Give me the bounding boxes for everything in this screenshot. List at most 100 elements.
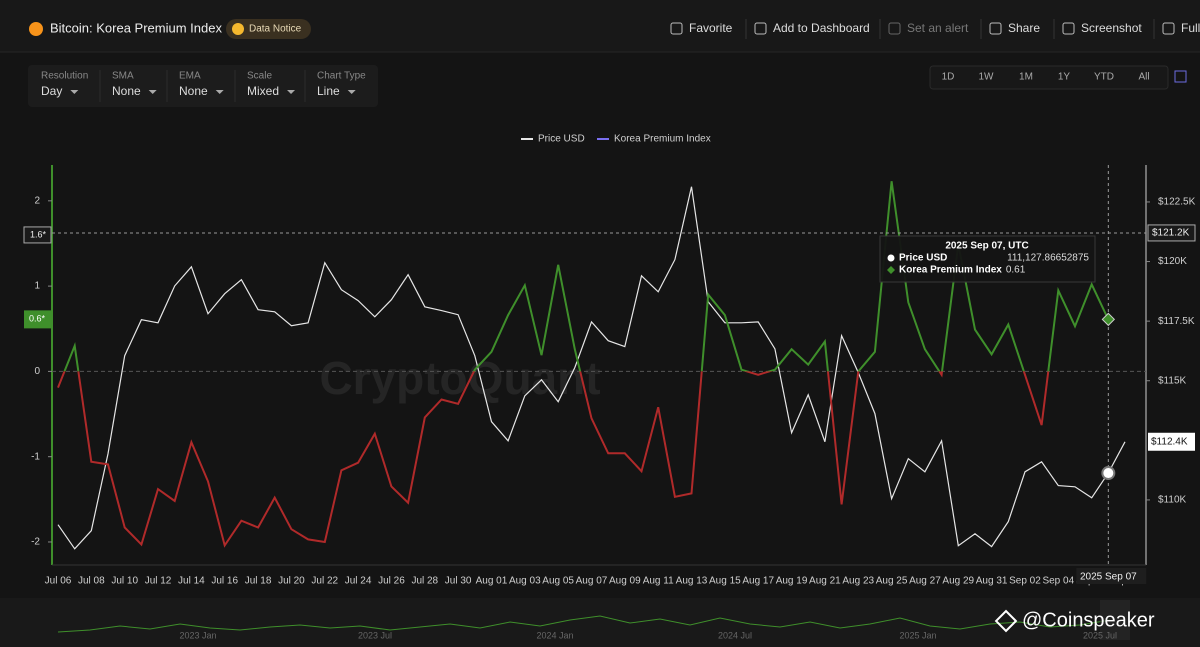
tooltip-value: 111,127.86652875 bbox=[1007, 253, 1089, 264]
x-tick-label: Aug 07 bbox=[576, 576, 608, 587]
range-button[interactable]: YTD bbox=[1094, 72, 1114, 83]
crosshair-y-badge bbox=[23, 226, 52, 244]
navigator-label: 2023 Jan bbox=[179, 630, 216, 640]
x-tick-label: Jul 06 bbox=[45, 576, 72, 587]
control-label: EMA bbox=[179, 71, 201, 82]
control-value[interactable]: Line bbox=[317, 84, 340, 98]
tooltip bbox=[879, 235, 1096, 283]
hover-point bbox=[1101, 466, 1116, 481]
action-button[interactable]: Share bbox=[1008, 21, 1040, 35]
credit-icon bbox=[994, 609, 1018, 633]
tooltip-name: Price USD bbox=[899, 253, 947, 264]
x-tick-label: Aug 21 bbox=[809, 576, 841, 587]
bitcoin-icon bbox=[29, 22, 43, 36]
x-tick-label: Aug 27 bbox=[909, 576, 941, 587]
action-icon[interactable] bbox=[1062, 22, 1075, 35]
control-value[interactable]: Day bbox=[41, 84, 62, 98]
x-tick-label: Sep 04 bbox=[1042, 576, 1074, 587]
x-tick-label: Jul 30 bbox=[445, 576, 472, 587]
range-button[interactable]: 1W bbox=[979, 72, 995, 83]
y-tick-label: 2 bbox=[34, 195, 40, 206]
dropdown-arrow bbox=[347, 90, 356, 94]
y2-tick-label: $117.5K bbox=[1158, 316, 1195, 327]
range-button[interactable]: All bbox=[1138, 72, 1149, 83]
navigator-label: 2023 Jul bbox=[358, 630, 392, 640]
x-tick-label: Aug 29 bbox=[942, 576, 974, 587]
navigator-window[interactable] bbox=[1100, 600, 1130, 640]
last-value-label: $112.4K bbox=[1151, 436, 1188, 447]
navigator-label: 2025 Jul bbox=[1083, 630, 1117, 640]
legend-label: Korea Premium Index bbox=[614, 134, 711, 145]
y-tick-label: -2 bbox=[31, 537, 40, 548]
controls-panel bbox=[28, 65, 378, 107]
action-icon[interactable] bbox=[888, 22, 901, 35]
x-tick-label: Jul 18 bbox=[245, 576, 272, 587]
crosshair-x-label: 2025 Sep 07 bbox=[1080, 572, 1137, 583]
range-button[interactable]: 1Y bbox=[1058, 72, 1071, 83]
x-tick-label: Aug 31 bbox=[976, 576, 1008, 587]
price-line bbox=[57, 186, 1126, 550]
x-tick-label: Aug 15 bbox=[709, 576, 741, 587]
tooltip-value: 0.61 bbox=[1006, 265, 1026, 276]
action-icon[interactable] bbox=[1162, 22, 1175, 35]
crosshair-y2-badge bbox=[1147, 224, 1196, 242]
x-tick-label: Aug 01 bbox=[476, 576, 508, 587]
control-value[interactable]: Mixed bbox=[247, 84, 279, 98]
hover-point bbox=[1101, 312, 1116, 327]
action-button[interactable]: Full bbox=[1181, 21, 1200, 35]
x-tick-label: Jul 24 bbox=[345, 576, 372, 587]
crosshair-y-label: 1.6* bbox=[30, 229, 47, 239]
x-tick-label: Jul 26 bbox=[378, 576, 405, 587]
navigator-line bbox=[57, 615, 1111, 633]
last-value-badge bbox=[24, 310, 52, 329]
x-tick-label: Sep 02 bbox=[1009, 576, 1041, 587]
index-line-negative bbox=[57, 371, 1050, 548]
y2-tick-label: $120K bbox=[1158, 256, 1187, 267]
navigator-label: 2025 Jan bbox=[899, 630, 936, 640]
y-tick-label: 0 bbox=[34, 366, 40, 377]
action-icon[interactable] bbox=[989, 22, 1002, 35]
dropdown-arrow bbox=[287, 90, 296, 94]
last-value-badge bbox=[1148, 432, 1195, 451]
x-tick-label: Aug 13 bbox=[676, 576, 708, 587]
control-value[interactable]: None bbox=[179, 84, 208, 98]
action-button[interactable]: Set an alert bbox=[907, 21, 969, 35]
y2-tick-label: $110K bbox=[1158, 495, 1187, 506]
action-icon[interactable] bbox=[754, 22, 767, 35]
range-button[interactable]: 1M bbox=[1019, 72, 1033, 83]
last-value-label: 0.6* bbox=[29, 314, 46, 324]
notice-badge[interactable] bbox=[226, 19, 311, 39]
control-label: Scale bbox=[247, 71, 272, 82]
x-tick-label: Aug 11 bbox=[643, 576, 674, 587]
range-button[interactable]: 1D bbox=[942, 72, 955, 83]
dropdown-arrow bbox=[215, 90, 224, 94]
tooltip-bullet bbox=[887, 254, 895, 262]
x-tick-label: Jul 14 bbox=[178, 576, 205, 587]
x-tick-label: Aug 05 bbox=[542, 576, 574, 587]
dropdown-arrow bbox=[70, 90, 79, 94]
dropdown-arrow bbox=[148, 90, 157, 94]
action-button[interactable]: Screenshot bbox=[1081, 21, 1142, 35]
action-icon[interactable] bbox=[670, 22, 683, 35]
tooltip-name: Korea Premium Index bbox=[899, 265, 1002, 276]
action-button[interactable]: Add to Dashboard bbox=[773, 21, 870, 35]
x-tick-label: Aug 19 bbox=[776, 576, 808, 587]
control-label: SMA bbox=[112, 71, 134, 82]
x-tick-label: Jul 12 bbox=[145, 576, 172, 587]
crosshair-y2-label: $121.2K bbox=[1152, 228, 1190, 239]
notice-text[interactable]: Data Notice bbox=[249, 24, 302, 35]
x-tick-label: Aug 09 bbox=[609, 576, 641, 587]
x-tick-label: Jul 28 bbox=[411, 576, 438, 587]
control-value[interactable]: None bbox=[112, 84, 141, 98]
tooltip-title: 2025 Sep 07, UTC bbox=[945, 241, 1028, 252]
y2-tick-label: $115K bbox=[1158, 375, 1187, 386]
action-button[interactable]: Favorite bbox=[689, 21, 733, 35]
navigator-label: 2024 Jul bbox=[718, 630, 752, 640]
y-tick-label: -1 bbox=[31, 451, 40, 462]
x-tick-label: Aug 25 bbox=[876, 576, 908, 587]
x-tick-label: Jul 20 bbox=[278, 576, 305, 587]
x-tick-label: Jul 08 bbox=[78, 576, 105, 587]
calendar-icon[interactable] bbox=[1174, 70, 1187, 83]
